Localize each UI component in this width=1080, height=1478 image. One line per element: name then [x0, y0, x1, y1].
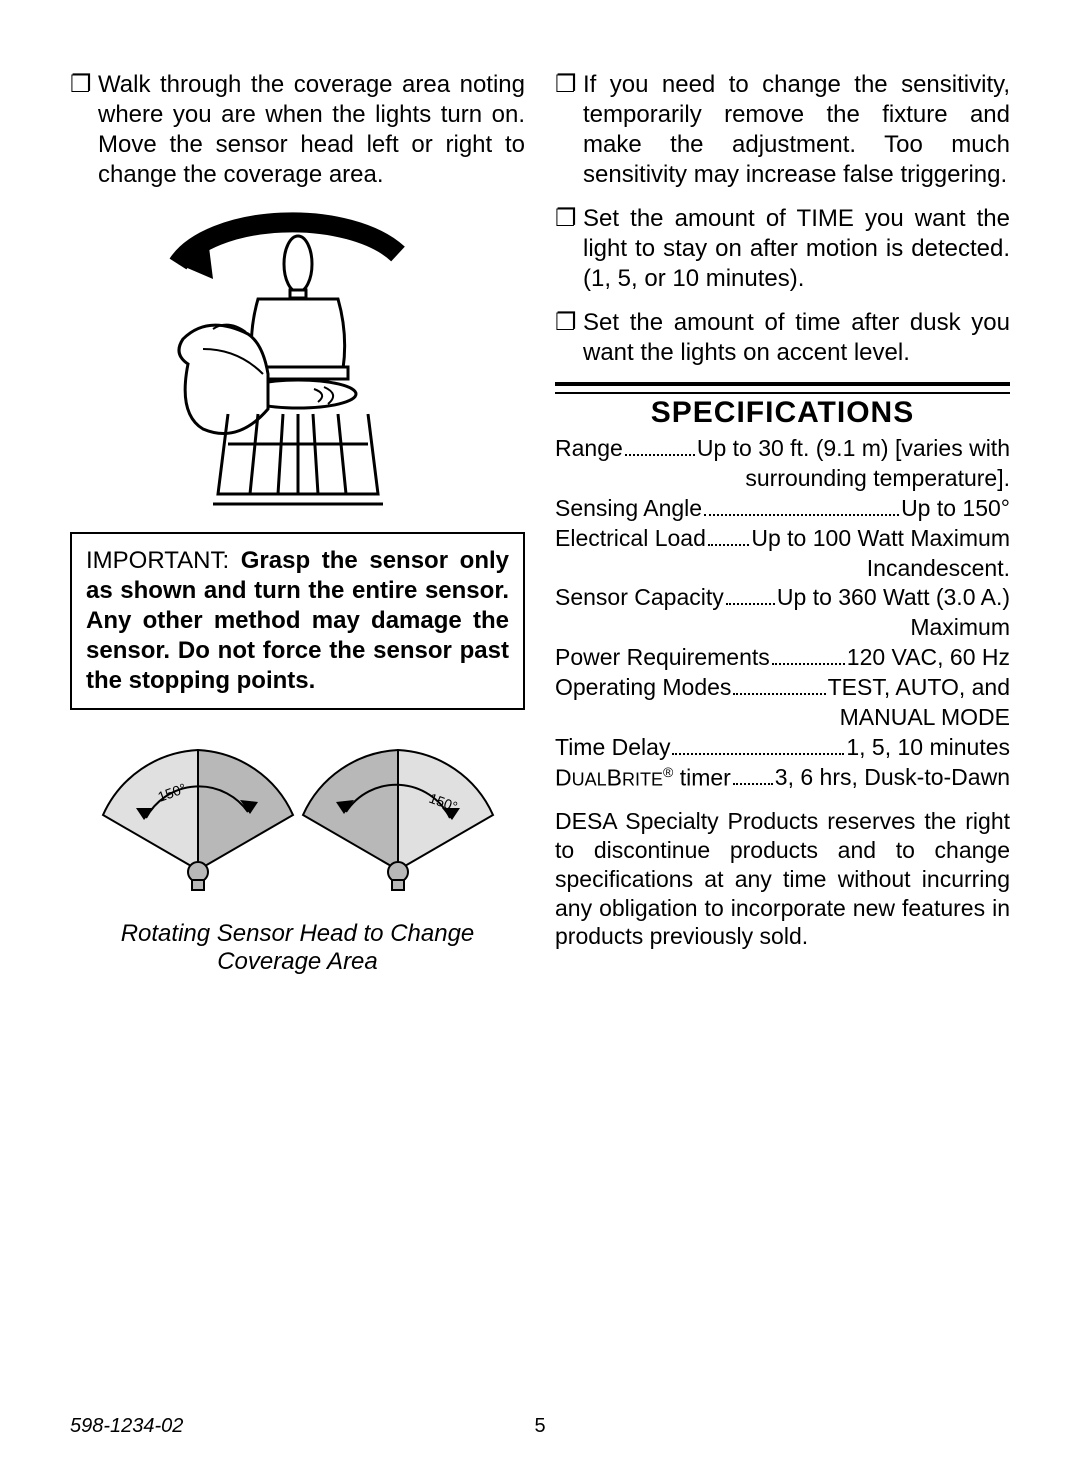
page-number: 5: [534, 1415, 545, 1438]
t: timer: [673, 764, 731, 790]
dot-leader: [733, 693, 825, 695]
important-prefix: IMPORTANT:: [86, 547, 241, 574]
right-bullet-1: ❐ If you need to change the sensitivity,…: [555, 70, 1010, 190]
spec-timer: DualBrite® timer 3, 6 hrs, Dusk-to-Dawn: [555, 763, 1010, 794]
checkbox-icon: ❐: [555, 204, 573, 294]
right-bullet-2: ❐ Set the amount of TIME you want the li…: [555, 204, 1010, 294]
caption-line1: Rotating Sensor Head to Change: [121, 920, 475, 947]
spec-label: Sensing Angle: [555, 494, 702, 524]
spec-range-cont: surrounding temperature].: [555, 464, 1010, 494]
spec-label: Time Delay: [555, 733, 670, 763]
spec-value: 120 VAC, 60 Hz: [847, 643, 1010, 673]
spec-value: TEST, AUTO, and: [828, 673, 1010, 703]
spec-modes: Operating Modes TEST, AUTO, and: [555, 673, 1010, 703]
right-bullet-3: ❐ Set the amount of time after dusk you …: [555, 308, 1010, 368]
spec-range: Range Up to 30 ft. (9.1 m) [varies with: [555, 434, 1010, 464]
spec-value: Up to 150°: [901, 494, 1010, 524]
t: rite: [622, 769, 663, 789]
spec-delay: Time Delay 1, 5, 10 minutes: [555, 733, 1010, 763]
spec-value: 3, 6 hrs, Dusk-to-Dawn: [775, 763, 1010, 793]
spec-value: Up to 100 Watt Maximum: [751, 524, 1010, 554]
dot-leader: [672, 753, 844, 755]
dot-leader: [772, 663, 845, 665]
t: ual: [572, 769, 607, 789]
checkbox-icon: ❐: [555, 70, 573, 190]
spec-value: Up to 360 Watt (3.0 A.): [777, 583, 1010, 613]
spec-title: SPECIFICATIONS: [555, 396, 1010, 430]
coverage-diagram: 150° 150°: [88, 740, 508, 910]
spec-label: Range: [555, 434, 623, 464]
checkbox-icon: ❐: [555, 308, 573, 368]
dot-leader: [708, 544, 750, 546]
bullet-text: Set the amount of TIME you want the ligh…: [583, 204, 1010, 294]
diagram-caption: Rotating Sensor Head to Change Coverage …: [70, 920, 525, 976]
registered-icon: ®: [663, 764, 673, 780]
spec-capacity-cont: Maximum: [555, 613, 1010, 643]
dot-leader: [625, 454, 695, 456]
spec-angle: Sensing Angle Up to 150°: [555, 494, 1010, 524]
bullet-text: Walk through the coverage area noting wh…: [98, 70, 525, 190]
spec-label: DualBrite® timer: [555, 763, 731, 794]
spec-label: Power Requirements: [555, 643, 770, 673]
t: B: [607, 764, 622, 790]
dot-leader: [733, 783, 773, 785]
page-footer: 598-1234-02 5: [70, 1415, 1010, 1438]
bullet-text: Set the amount of time after dusk you wa…: [583, 308, 1010, 368]
sensor-hand-diagram: [118, 204, 478, 524]
spec-power: Power Requirements 120 VAC, 60 Hz: [555, 643, 1010, 673]
spec-load: Electrical Load Up to 100 Watt Maximum: [555, 524, 1010, 554]
two-column-layout: ❐ Walk through the coverage area noting …: [70, 70, 1010, 976]
doc-number: 598-1234-02: [70, 1415, 183, 1438]
spec-label: Electrical Load: [555, 524, 706, 554]
spec-load-cont: Incandescent.: [555, 554, 1010, 584]
spec-label: Operating Modes: [555, 673, 731, 703]
important-box: IMPORTANT: Grasp the sensor only as show…: [70, 532, 525, 710]
spec-value: Up to 30 ft. (9.1 m) [varies with: [697, 434, 1010, 464]
spec-value: 1, 5, 10 minutes: [846, 733, 1010, 763]
left-bullet-1: ❐ Walk through the coverage area noting …: [70, 70, 525, 190]
checkbox-icon: ❐: [70, 70, 88, 190]
bullet-text: If you need to change the sensitivity, t…: [583, 70, 1010, 190]
caption-line2: Coverage Area: [217, 948, 378, 975]
right-column: ❐ If you need to change the sensitivity,…: [555, 70, 1010, 976]
spec-label: Sensor Capacity: [555, 583, 724, 613]
dot-leader: [704, 514, 899, 516]
spec-modes-cont: MANUAL MODE: [555, 703, 1010, 733]
footnote: DESA Specialty Products reserves the rig…: [555, 807, 1010, 951]
spec-capacity: Sensor Capacity Up to 360 Watt (3.0 A.): [555, 583, 1010, 613]
dot-leader: [726, 603, 775, 605]
left-column: ❐ Walk through the coverage area noting …: [70, 70, 525, 976]
t: D: [555, 764, 572, 790]
spec-divider: [555, 382, 1010, 394]
